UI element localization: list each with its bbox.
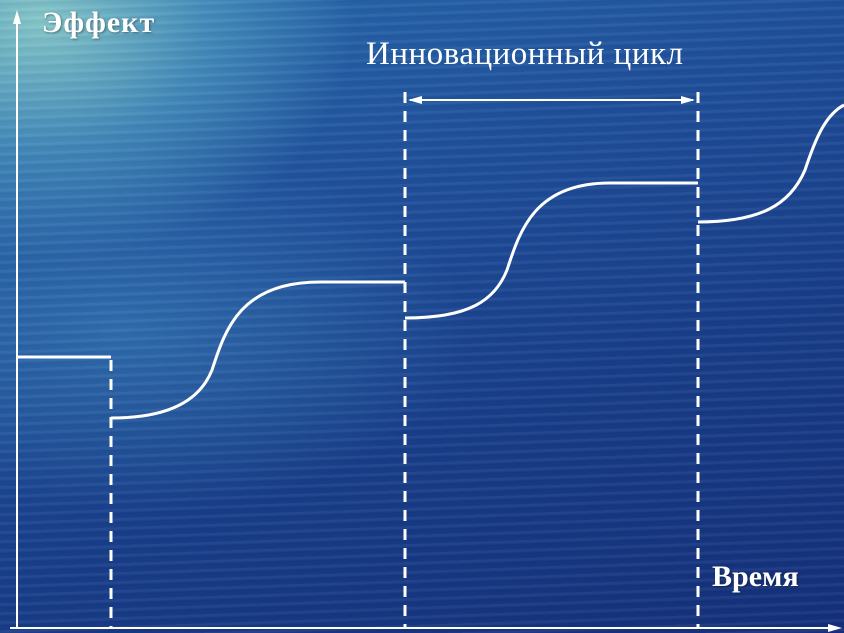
s-curve-1 [110, 280, 405, 420]
x-axis-arrow-icon [828, 624, 842, 632]
s-curve-2 [404, 181, 698, 320]
y-axis-label: Эффект [42, 6, 156, 39]
s-curve-3 [697, 103, 844, 224]
x-axis-label: Время [712, 560, 799, 593]
y-axis-arrow-icon [13, 10, 21, 24]
innovation-cycle-label: Инновационный цикл [366, 36, 684, 72]
bracket-left-arrow-icon [408, 96, 422, 104]
bracket-right-arrow-icon [681, 96, 695, 104]
